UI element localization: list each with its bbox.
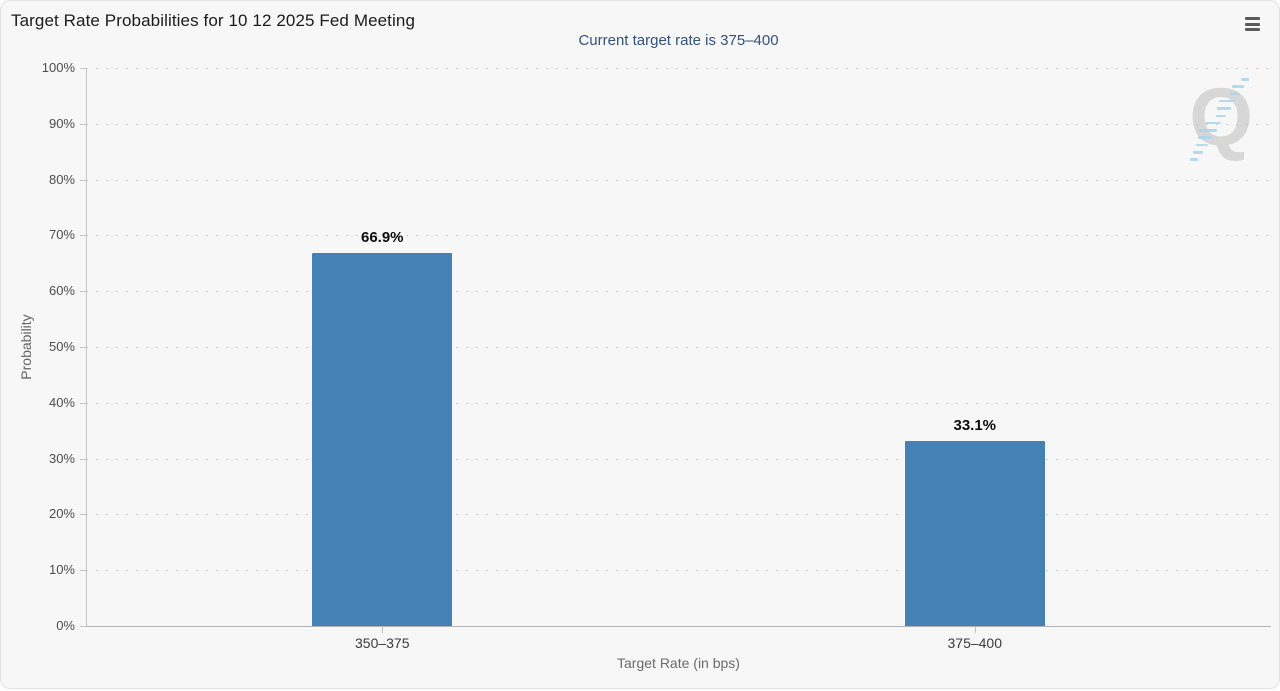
y-tick-mark-10 bbox=[80, 570, 86, 572]
bar-value-label-375–400: 33.1% bbox=[953, 417, 997, 435]
y-tick-label-100: 100% bbox=[41, 60, 75, 75]
y-tick-mark-0 bbox=[80, 626, 86, 627]
y-tick-label-0: 0% bbox=[56, 618, 75, 633]
y-tick-mark-20 bbox=[80, 514, 86, 516]
chart-title: Target Rate Probabilities for 10 12 2025… bbox=[11, 11, 415, 30]
x-category-label-0: 350–375 bbox=[354, 635, 410, 651]
x-tick-mark-0 bbox=[382, 627, 384, 633]
y-tick-mark-30 bbox=[80, 458, 86, 460]
x-tick-mark-1 bbox=[974, 627, 976, 633]
y-tick-mark-60 bbox=[80, 291, 86, 293]
gridline-40 bbox=[86, 402, 1271, 404]
plot-area: 66.9% 33.1% bbox=[86, 68, 1271, 627]
x-axis-line bbox=[86, 626, 1271, 627]
bar-375–400[interactable] bbox=[904, 441, 1045, 626]
gridline-90 bbox=[86, 123, 1271, 125]
y-tick-label-20: 20% bbox=[48, 506, 75, 522]
y-axis-line bbox=[86, 68, 87, 627]
y-tick-label-30: 30% bbox=[48, 450, 75, 466]
y-tick-label-40: 40% bbox=[48, 394, 75, 410]
gridline-50 bbox=[86, 347, 1271, 348]
y-tick-mark-70 bbox=[80, 235, 86, 237]
gridline-60 bbox=[86, 291, 1271, 293]
export-menu-button[interactable] bbox=[1243, 15, 1263, 33]
gridline-10 bbox=[86, 570, 1271, 572]
x-axis-title: Target Rate (in bps) bbox=[617, 655, 740, 671]
y-tick-label-60: 60% bbox=[48, 283, 75, 299]
y-tick-label-70: 70% bbox=[48, 227, 75, 243]
gridline-100 bbox=[86, 68, 1271, 69]
y-tick-mark-50 bbox=[80, 347, 86, 348]
y-tick-label-10: 10% bbox=[48, 562, 75, 578]
y-tick-mark-40 bbox=[80, 402, 86, 404]
gridline-30 bbox=[86, 458, 1271, 460]
y-tick-label-50: 50% bbox=[48, 339, 75, 354]
x-category-label-1: 375–400 bbox=[947, 635, 1003, 651]
y-tick-label-90: 90% bbox=[48, 115, 75, 131]
y-tick-mark-80 bbox=[80, 179, 86, 181]
gridline-70 bbox=[86, 235, 1271, 237]
bar-value-label-350–375: 66.9% bbox=[360, 228, 404, 246]
bar-350–375[interactable] bbox=[312, 252, 453, 626]
y-tick-mark-100 bbox=[80, 68, 86, 69]
chart-subtitle: Current target rate is 375–400 bbox=[578, 32, 779, 49]
gridline-80 bbox=[86, 179, 1271, 181]
y-tick-label-80: 80% bbox=[48, 171, 75, 187]
y-tick-mark-90 bbox=[80, 123, 86, 125]
gridline-20 bbox=[86, 514, 1271, 516]
